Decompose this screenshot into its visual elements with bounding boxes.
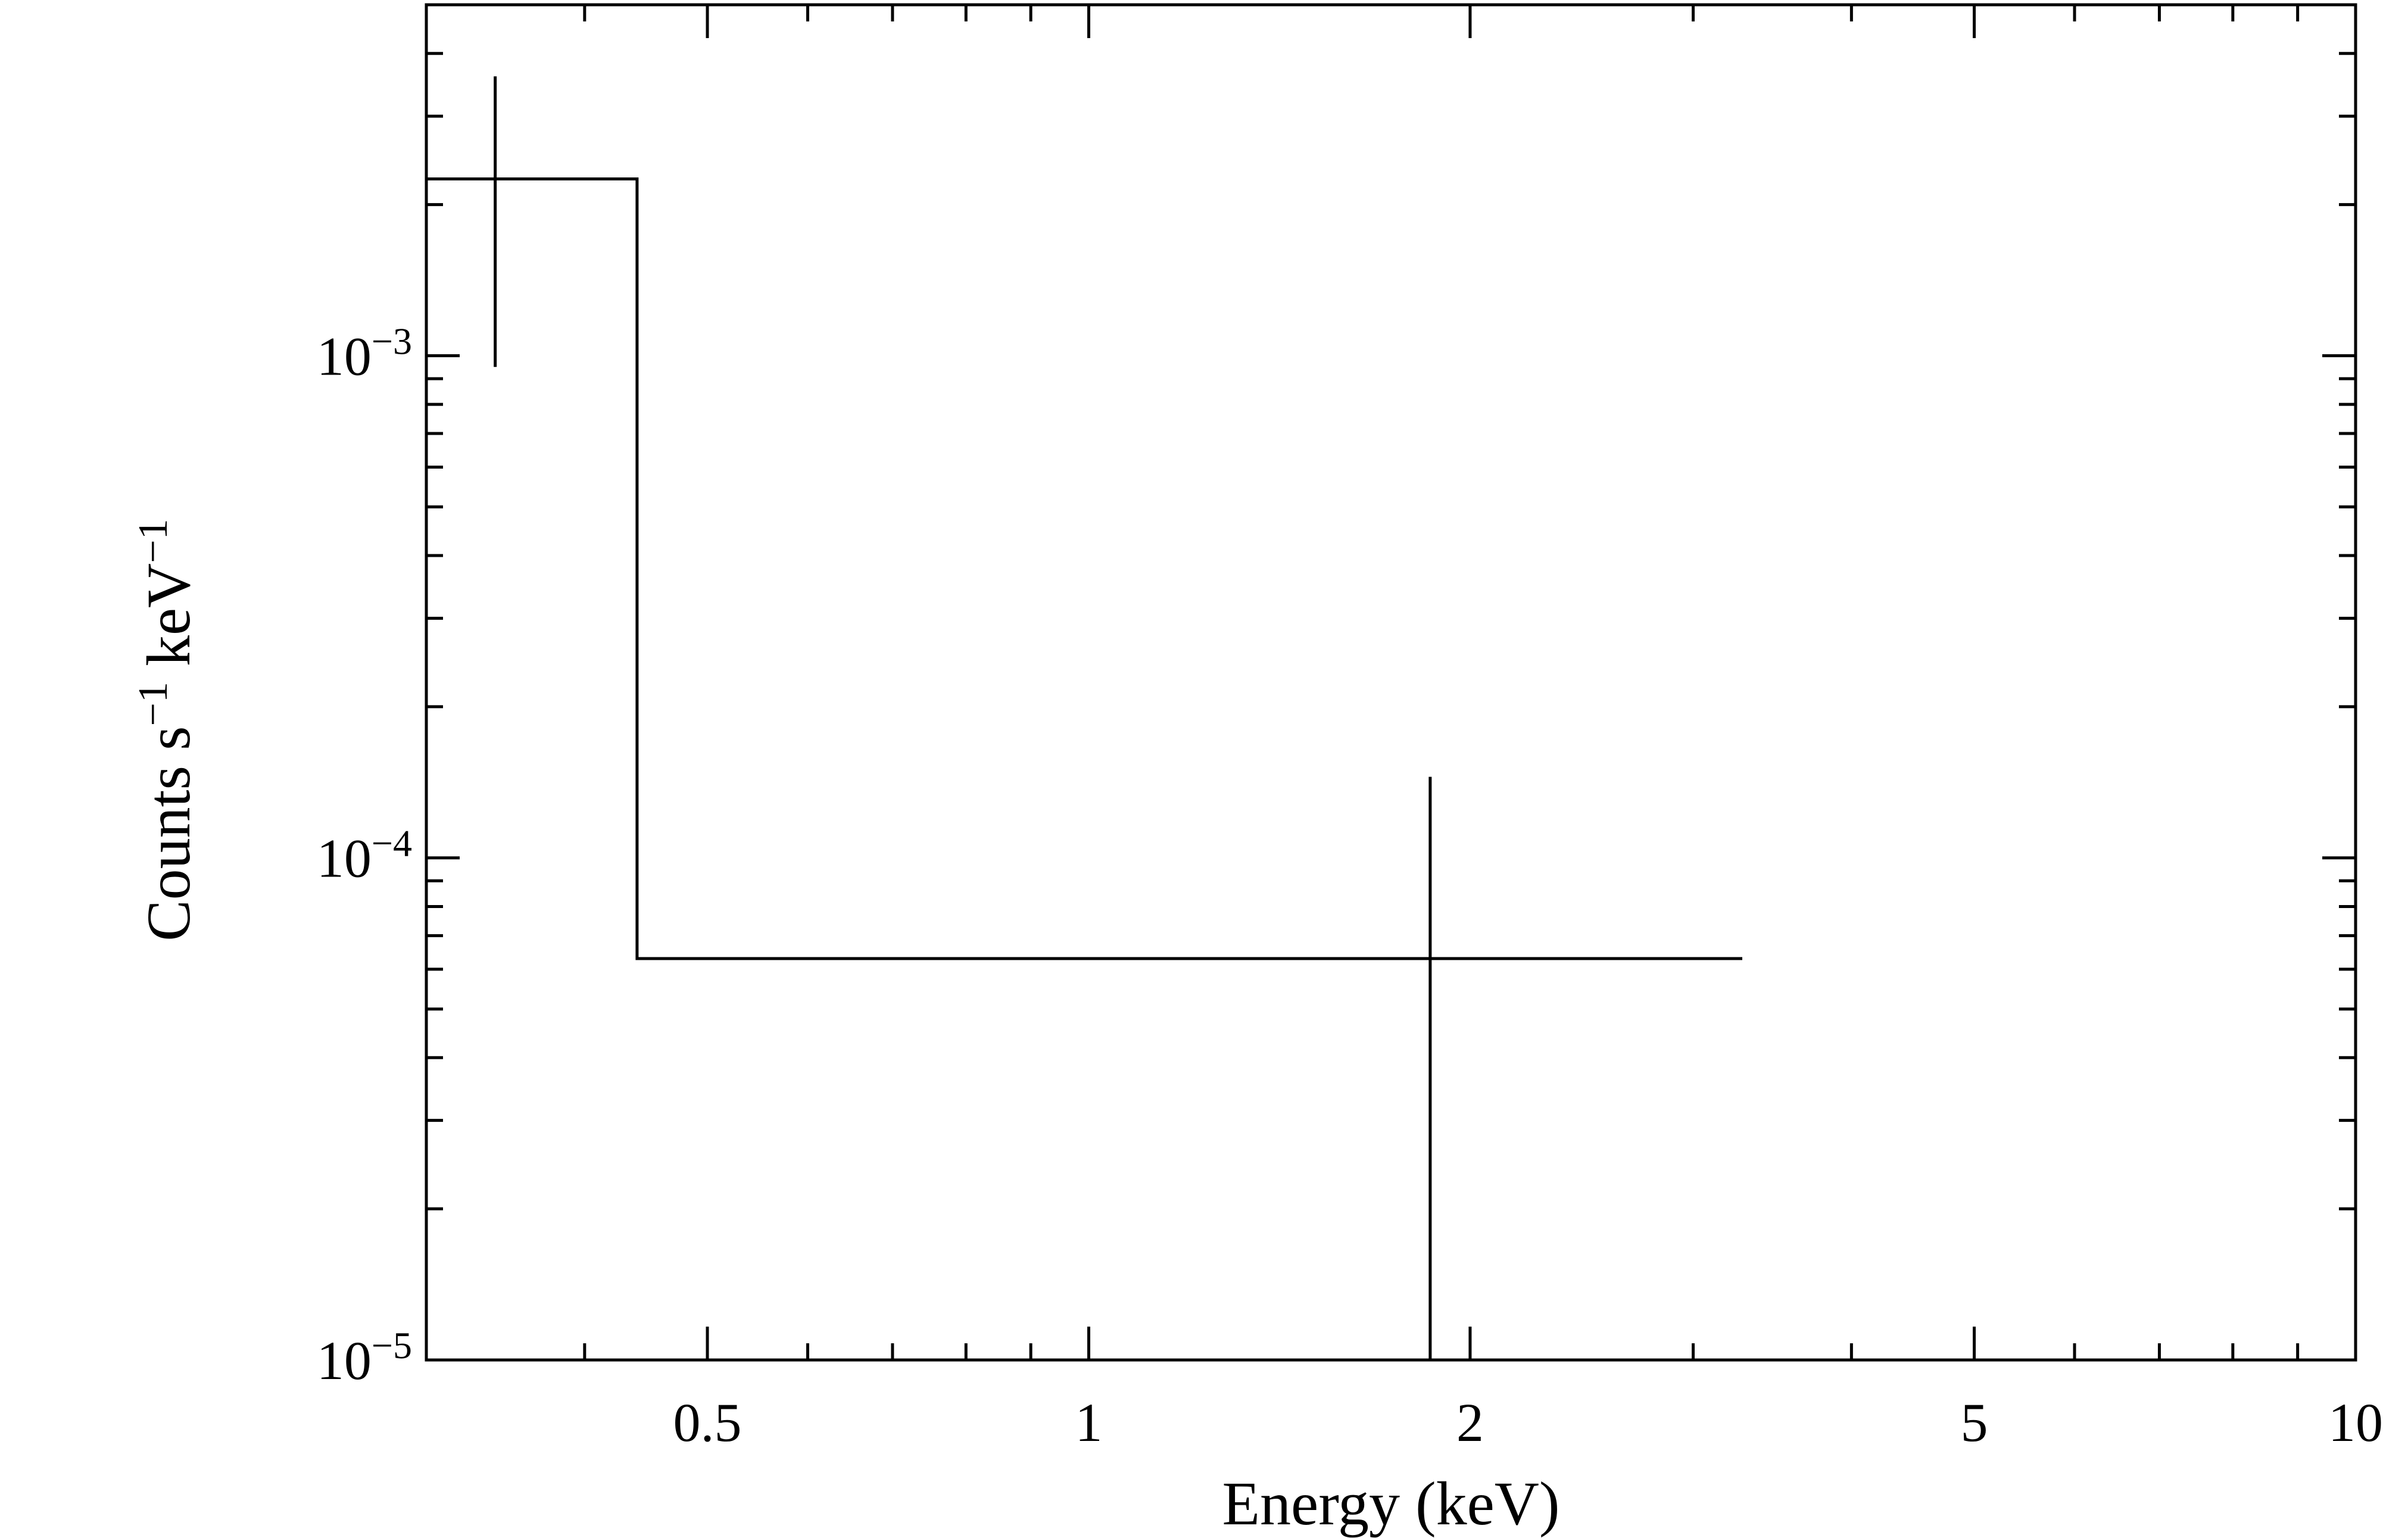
x-tick-label: 1: [1075, 1392, 1102, 1453]
spectrum-step-line: [426, 177, 1742, 960]
plot-frame: [425, 3, 2357, 1362]
axis-ticks: [425, 3, 2357, 1362]
y-axis-title: Counts s−1 keV−1: [130, 519, 204, 941]
x-tick-label: 5: [1961, 1392, 1988, 1453]
x-tick-label: 0.5: [673, 1392, 741, 1453]
y-axis-title-sup2: −1: [130, 519, 176, 563]
y-tick-label: 10−5: [317, 1324, 412, 1392]
y-tick-label: 10−3: [317, 320, 412, 387]
plot-area: [425, 3, 2357, 1362]
data-series: [426, 76, 1742, 1360]
y-axis-title-mid: keV: [135, 563, 203, 682]
y-axis-title-base: Counts s: [135, 726, 203, 941]
x-tick-label: 2: [1456, 1392, 1484, 1453]
y-axis-title-sup1: −1: [130, 682, 176, 726]
x-tick-label: 10: [2328, 1392, 2383, 1453]
y-tick-label: 10−4: [317, 822, 412, 889]
tick-labels: 0.5 1 2 5 10 10−5 10−4 10−3: [317, 320, 2383, 1453]
x-axis-title: Energy (keV): [1222, 1470, 1560, 1538]
